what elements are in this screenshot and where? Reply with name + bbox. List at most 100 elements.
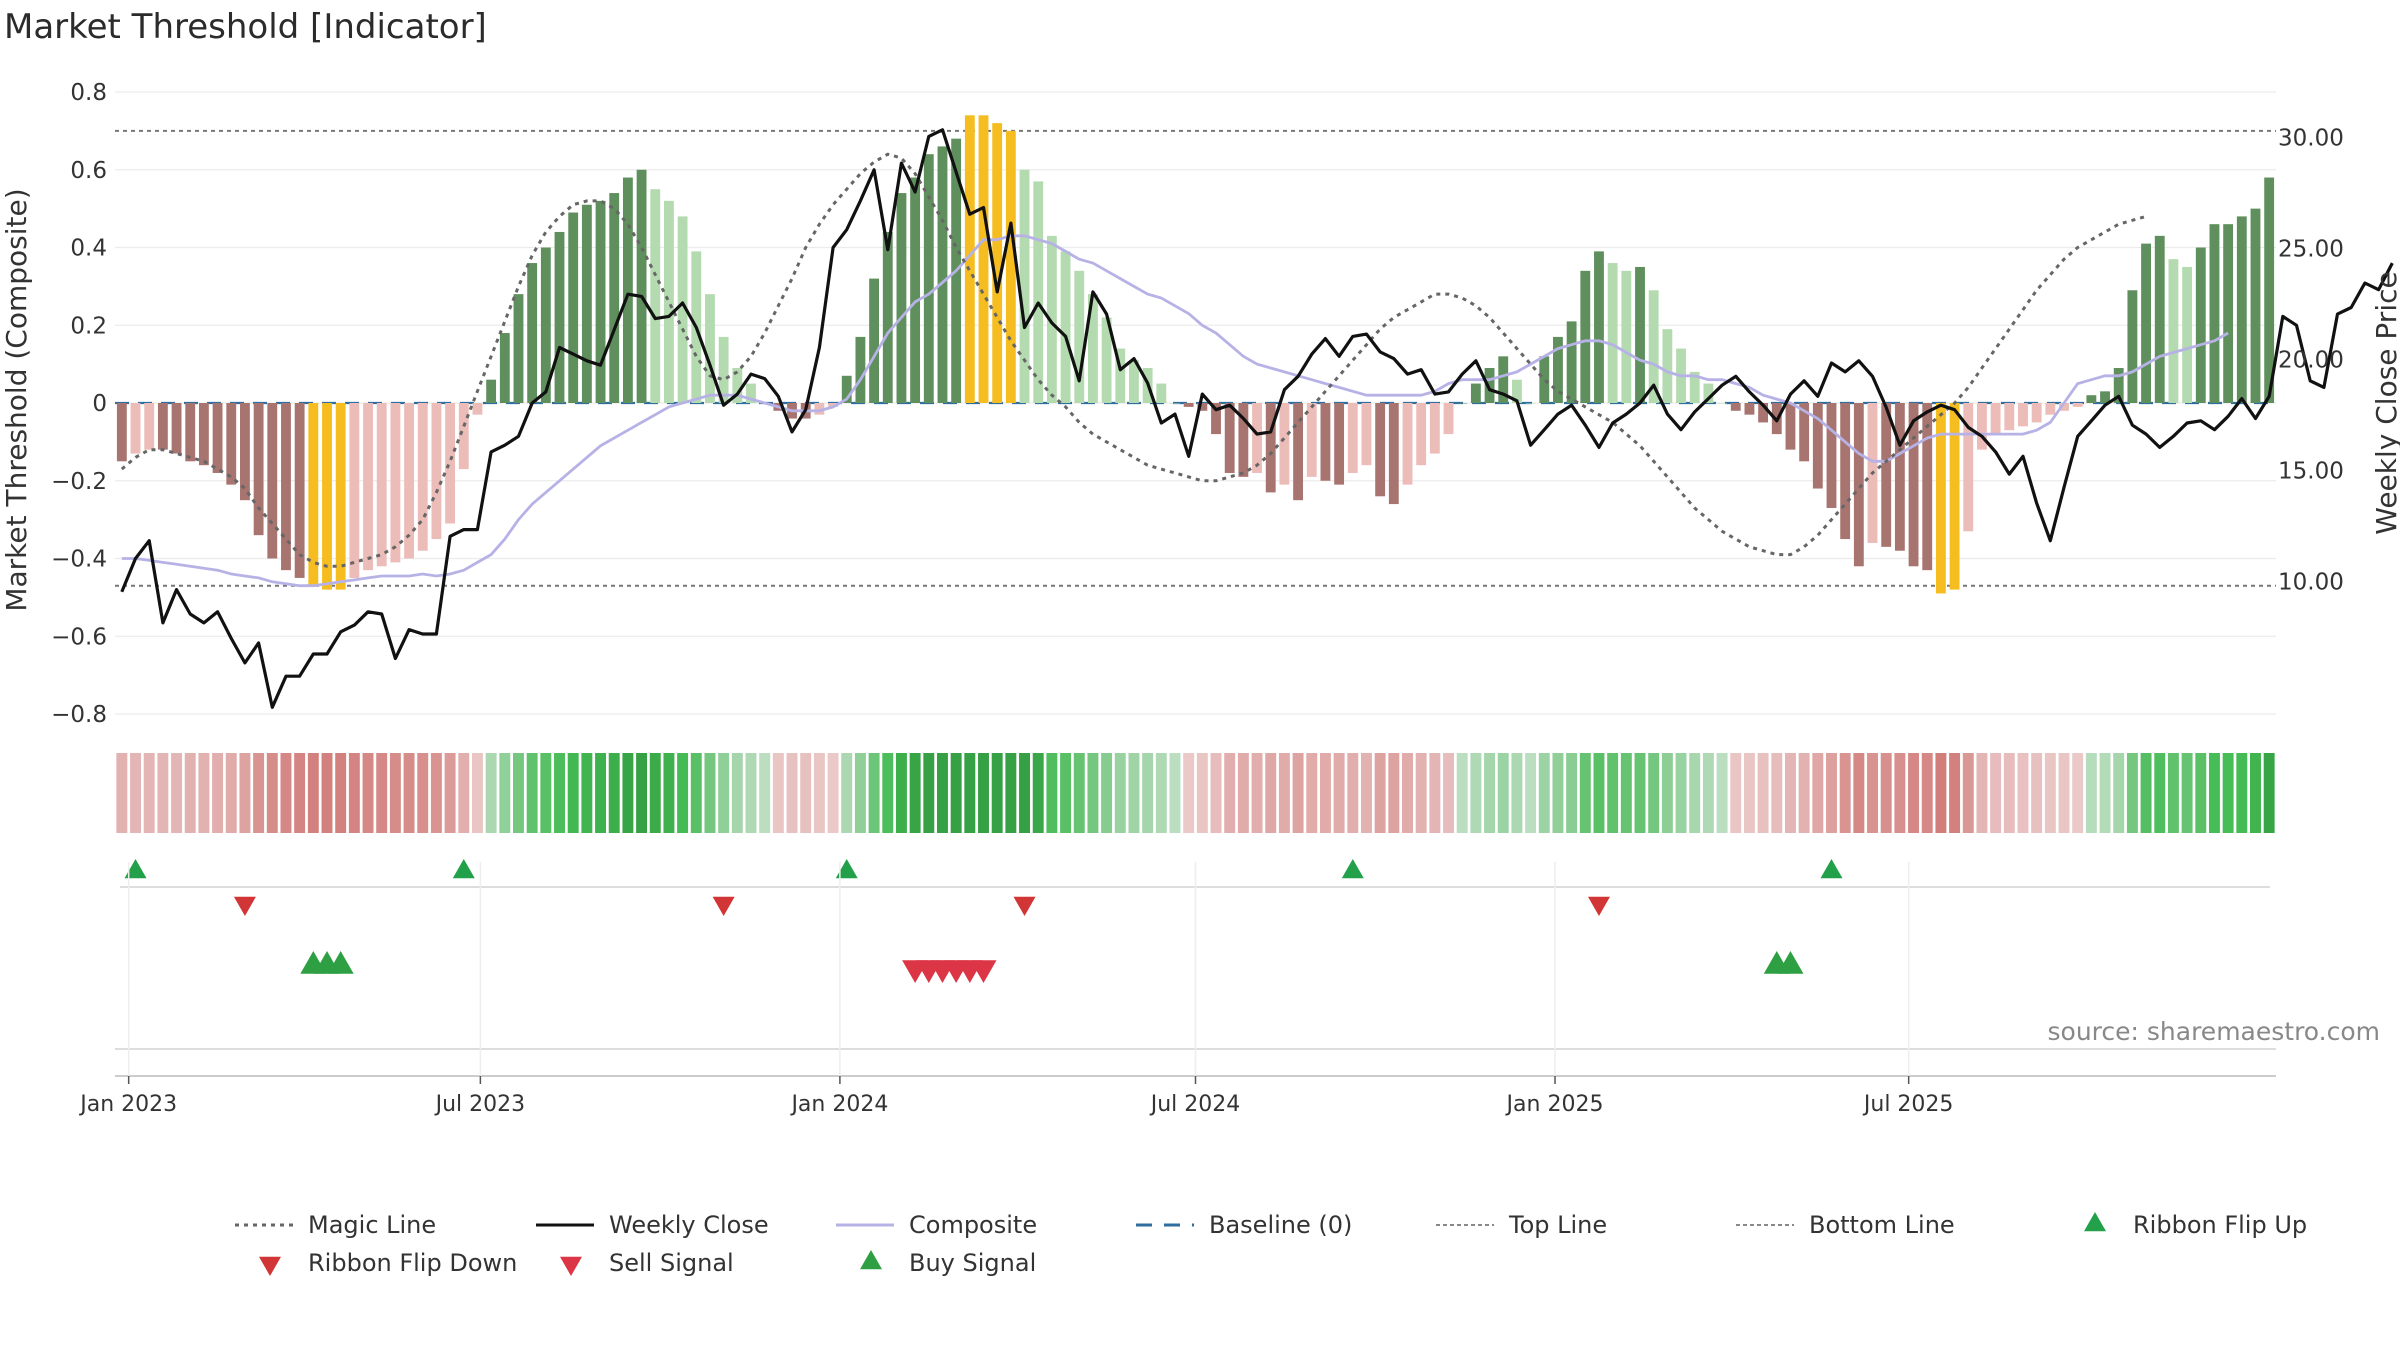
histogram-bar [1388,403,1399,505]
histogram-bar [2195,247,2206,403]
ribbon-cell [745,753,757,833]
histogram-bar [1046,235,1057,403]
ribbon-cell [1839,753,1851,833]
ribbon-cell [1908,753,1920,833]
legend-label: Buy Signal [909,1249,1036,1277]
left-axis-ticks: 0.8 0.6 0.4 0.2 0 −0.2 −0.4 −0.6 −0.8 [51,80,107,728]
histogram-bar [267,403,278,559]
histogram-bar [513,294,524,403]
legend-item: Baseline (0) [1136,1211,1352,1239]
buy-signal-marker [1777,951,1804,974]
ribbon-cell [1497,753,1509,833]
histogram-bar [1881,403,1892,547]
ribbon-cell [759,753,771,833]
histogram-bar [1156,383,1167,403]
histogram-bar [335,403,346,590]
ribbon-cell [1237,753,1249,833]
histogram-bar [1566,321,1577,403]
ribbon-cell [1470,753,1482,833]
histogram-bar [1265,403,1276,493]
histogram-bar [1553,336,1563,403]
histogram-bar [814,403,825,415]
histogram-bar [363,403,373,571]
legend-label: Baseline (0) [1209,1211,1352,1239]
histogram-bar [1511,379,1522,403]
histogram-bar [855,336,866,403]
ribbon-cell [1784,753,1796,833]
histogram-bar [1074,270,1085,403]
ribbon-cell [978,753,989,833]
histogram-bar [1005,130,1016,403]
chart-title: Market Threshold [Indicator] [4,7,487,47]
ribbon-cell [1484,753,1496,833]
ribbon-cell [1060,753,1072,833]
histogram-bar [404,403,414,559]
ribbon-cell [1935,753,1947,833]
histogram-bar [2059,403,2069,411]
ribbon-cell [622,753,634,833]
histogram-bar [1949,403,1960,590]
ribbon-cell [1142,753,1154,833]
ribbon-cell [1032,753,1044,833]
ribbon-cell [1894,753,1906,833]
histogram-bar [636,169,647,403]
ribbon-cell [1620,753,1632,833]
histogram-bar [2100,391,2110,403]
ribbon-cell [430,753,442,833]
right-tick-label: 25.00 [2278,237,2344,263]
ribbon-flip-up-marker [124,859,147,879]
histogram-bar [992,123,1003,403]
ribbon-cell [2044,753,2056,833]
histogram-bar [1402,403,1413,485]
ribbon-flip-up-marker [452,859,475,879]
histogram-bar [486,379,497,403]
ribbon-cell [1196,753,1208,833]
histogram-bar [568,212,579,403]
histogram-bar [1963,403,1974,532]
histogram-bar [1306,403,1317,477]
ribbon-cell [266,753,278,833]
ribbon-cell [1101,753,1113,833]
ribbon-cell [212,753,224,833]
ribbon-cell [1292,753,1304,833]
ribbon-cell [348,753,360,833]
ribbon-cell [403,753,415,833]
histogram-bar [322,403,332,590]
ribbon-flip-up-marker [1341,859,1364,879]
histogram-bar [2045,403,2056,415]
histogram-bar [2264,177,2275,403]
ribbon-cell [1087,753,1099,833]
ribbon-cell [991,753,1003,833]
legend-swatch [860,1250,882,1270]
ribbon-cell [1046,753,1058,833]
histogram-bar [554,231,565,403]
histogram-bar [1498,356,1509,403]
ribbon-cell [567,753,579,833]
ribbon-cell [2085,753,2097,833]
ribbon-cell [2250,753,2261,833]
histogram-bar [2113,368,2124,403]
histogram-bar [1607,263,1618,403]
y-axis-label-right: Weekly Close Price [2370,271,2400,534]
histogram-bar [1717,403,1727,404]
ribbon-cell [772,753,784,833]
ribbon-cell [1976,753,1988,833]
legend-label: Weekly Close [609,1211,769,1239]
ribbon-cell [116,753,128,833]
ribbon-cell [1224,753,1236,833]
x-tick-label: Jul 2024 [1149,1092,1241,1117]
ribbon-cell [458,753,470,833]
ribbon-cell [253,753,265,833]
legend-item: Sell Signal [560,1249,734,1277]
ribbon-cell [1648,753,1660,833]
ribbon-cell [1593,753,1605,833]
histogram-bar [2031,403,2042,423]
histogram-bar [1115,348,1126,403]
histogram-bar [2127,290,2138,403]
histogram-bar [664,200,674,403]
histogram-bar [732,368,743,403]
histogram-bar [1990,403,2001,435]
histogram-bar [1101,317,1112,403]
ribbon-cell [499,753,511,833]
histogram-bar [910,177,921,403]
